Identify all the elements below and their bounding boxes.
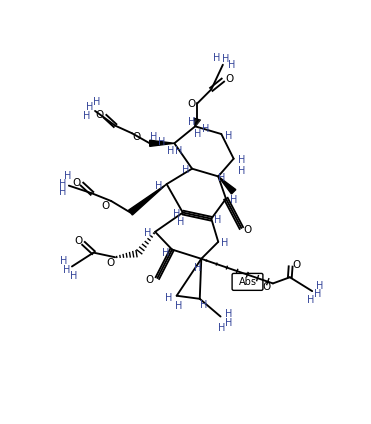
FancyBboxPatch shape — [232, 273, 263, 290]
Polygon shape — [150, 140, 174, 146]
Text: H: H — [64, 171, 72, 181]
Text: H: H — [86, 102, 94, 112]
Text: H: H — [200, 300, 207, 310]
Text: H: H — [316, 281, 324, 291]
Text: H: H — [188, 117, 195, 128]
Text: H: H — [177, 217, 184, 227]
Text: H: H — [221, 238, 228, 248]
Text: H: H — [158, 137, 165, 147]
Text: H: H — [219, 323, 226, 333]
Text: H: H — [238, 155, 245, 165]
Text: H: H — [59, 179, 67, 189]
Text: H: H — [59, 187, 66, 198]
Text: H: H — [155, 181, 162, 191]
Text: H: H — [194, 129, 201, 139]
Text: H: H — [167, 146, 174, 156]
Text: O: O — [132, 132, 141, 142]
Text: H: H — [70, 271, 77, 281]
Text: O: O — [263, 282, 271, 292]
Text: H: H — [165, 293, 173, 303]
Text: H: H — [225, 318, 233, 329]
Text: H: H — [213, 53, 220, 63]
Polygon shape — [218, 176, 236, 194]
Text: H: H — [314, 289, 321, 299]
Text: O: O — [96, 110, 104, 120]
Text: H: H — [225, 309, 233, 319]
Text: H: H — [222, 54, 229, 64]
Text: H: H — [229, 60, 236, 70]
Text: O: O — [187, 99, 196, 109]
Text: H: H — [202, 124, 210, 134]
Text: H: H — [173, 209, 180, 219]
Text: H: H — [307, 296, 315, 305]
Text: O: O — [74, 236, 82, 246]
Text: H: H — [144, 229, 151, 238]
Text: Abs: Abs — [239, 277, 256, 287]
Text: H: H — [93, 97, 101, 107]
Text: H: H — [162, 248, 170, 258]
Text: H: H — [150, 132, 157, 142]
Text: H: H — [174, 301, 182, 311]
Text: O: O — [106, 258, 115, 268]
Text: O: O — [102, 201, 110, 212]
Text: H: H — [63, 265, 70, 275]
Text: O: O — [72, 178, 81, 187]
Text: H: H — [225, 131, 233, 141]
Text: H: H — [219, 173, 226, 183]
Text: O: O — [225, 74, 233, 84]
Polygon shape — [129, 184, 167, 215]
Text: O: O — [145, 275, 154, 285]
Text: H: H — [230, 195, 237, 205]
Text: H: H — [238, 166, 245, 176]
Text: H: H — [214, 215, 221, 225]
Text: H: H — [60, 257, 68, 266]
Text: O: O — [293, 260, 301, 270]
Text: O: O — [243, 225, 252, 234]
Text: H: H — [83, 111, 91, 120]
Text: H: H — [174, 146, 182, 156]
Text: H: H — [194, 263, 201, 273]
Text: H: H — [182, 165, 190, 175]
